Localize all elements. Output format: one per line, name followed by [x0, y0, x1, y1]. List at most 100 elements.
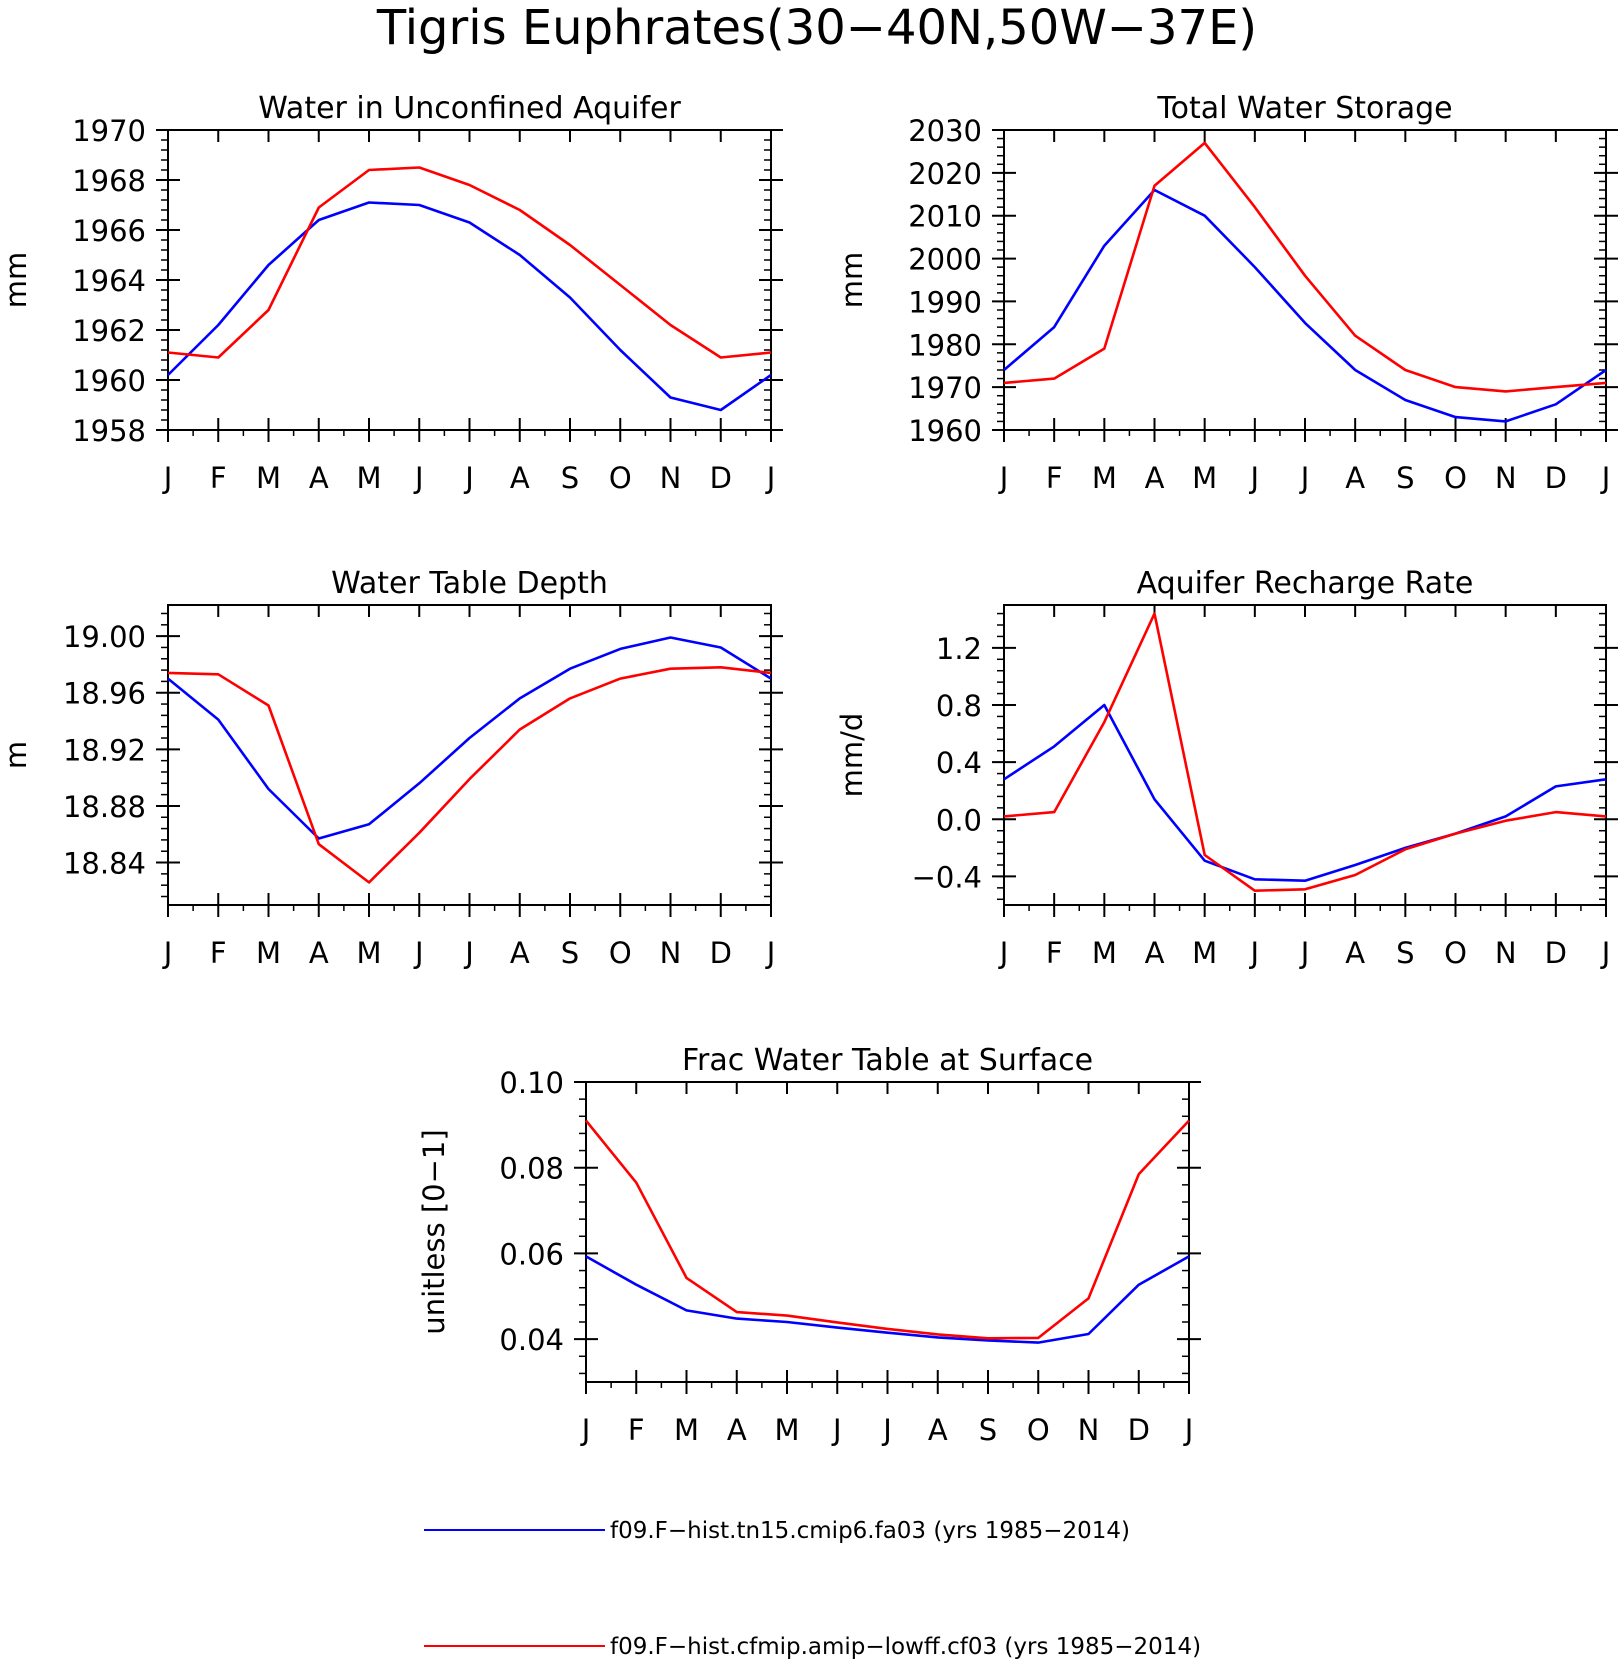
x-tick-label: S	[1396, 936, 1414, 970]
panel-title: Frac Water Table at Surface	[682, 1043, 1093, 1078]
x-tick-label: D	[710, 461, 732, 495]
x-tick-label: M	[356, 461, 381, 495]
x-tick-label: J	[1600, 461, 1611, 495]
legend-label-blue: f09.F−hist.tn15.cmip6.fa03 (yrs 1985−201…	[610, 1518, 1130, 1544]
x-tick-label: N	[1495, 936, 1517, 970]
x-tick-label: A	[510, 461, 530, 495]
x-tick-label: J	[413, 936, 424, 970]
x-tick-label: A	[309, 936, 329, 970]
panel-title: Water in Unconfined Aquifer	[258, 91, 681, 126]
x-tick-label: O	[1444, 936, 1467, 970]
x-tick-label: M	[356, 936, 381, 970]
x-tick-label: J	[765, 936, 776, 970]
x-tick-label: F	[628, 1413, 645, 1447]
x-tick-label: O	[609, 936, 632, 970]
x-tick-label: S	[561, 461, 579, 495]
x-tick-label: S	[561, 936, 579, 970]
y-tick-label: 0.4	[936, 746, 982, 780]
x-tick-label: S	[979, 1413, 997, 1447]
x-tick-label: A	[1145, 461, 1165, 495]
y-axis-label: unitless [0−1]	[417, 1129, 451, 1334]
x-tick-label: M	[1192, 461, 1217, 495]
y-tick-label: 1968	[72, 164, 146, 198]
y-tick-label: 2010	[908, 200, 982, 234]
y-tick-label: 1960	[72, 364, 146, 398]
x-tick-label: J	[1249, 461, 1260, 495]
x-tick-label: N	[1495, 461, 1517, 495]
x-tick-label: M	[1092, 461, 1117, 495]
y-tick-label: 19.00	[63, 620, 146, 654]
x-tick-label: F	[1046, 936, 1063, 970]
legend: f09.F−hist.tn15.cmip6.fa03 (yrs 1985−201…	[424, 1518, 1201, 1660]
series-line-red	[167, 166, 772, 359]
x-tick-label: F	[1046, 461, 1063, 495]
series-line-red	[584, 1119, 1190, 1340]
x-tick-label: A	[1345, 936, 1365, 970]
plot-frame	[167, 129, 772, 431]
x-tick-label: J	[463, 461, 474, 495]
x-tick-label: A	[510, 936, 530, 970]
x-tick-label: J	[765, 461, 776, 495]
y-tick-label: 0.04	[499, 1323, 564, 1357]
x-tick-label: M	[1092, 936, 1117, 970]
x-tick-label: M	[256, 936, 281, 970]
panel-title: Aquifer Recharge Rate	[1137, 566, 1474, 601]
plot-frame	[585, 1081, 1190, 1383]
x-tick-label: A	[928, 1413, 948, 1447]
x-tick-label: J	[1249, 936, 1260, 970]
x-tick-label: A	[727, 1413, 747, 1447]
x-tick-label: J	[162, 461, 173, 495]
y-tick-label: 2030	[908, 114, 982, 148]
plot-frame	[167, 604, 772, 906]
x-tick-label: A	[1345, 461, 1365, 495]
x-tick-label: M	[674, 1413, 699, 1447]
y-tick-label: 0.10	[499, 1066, 564, 1100]
x-tick-label: F	[210, 936, 227, 970]
y-tick-label: 1966	[72, 214, 146, 248]
x-tick-label: F	[210, 461, 227, 495]
series-line-red	[1003, 141, 1607, 393]
y-tick-label: 18.96	[63, 677, 146, 711]
x-tick-label: J	[162, 936, 173, 970]
x-tick-label: O	[1444, 461, 1467, 495]
y-tick-label: 1970	[72, 114, 146, 148]
y-tick-label: 18.92	[63, 733, 146, 767]
y-tick-label: 1958	[72, 414, 146, 448]
x-tick-label: D	[710, 936, 732, 970]
x-tick-label: N	[660, 936, 682, 970]
x-tick-label: J	[831, 1413, 842, 1447]
y-tick-label: 1990	[908, 285, 982, 319]
panel-5: Frac Water Table at Surface unitless [0−1…	[417, 1043, 1201, 1447]
series-line-blue	[585, 1255, 1190, 1344]
figure-title: Tigris Euphrates(30−40N,50W−37E)	[376, 0, 1257, 56]
x-tick-label: N	[660, 461, 682, 495]
x-tick-label: D	[1545, 461, 1567, 495]
x-tick-label: N	[1078, 1413, 1100, 1447]
y-tick-label: 0.08	[499, 1152, 564, 1186]
x-tick-label: M	[256, 461, 281, 495]
series-line-red	[167, 665, 772, 884]
y-tick-label: 0.8	[936, 689, 982, 723]
x-tick-label: J	[463, 936, 474, 970]
x-tick-label: O	[1027, 1413, 1050, 1447]
x-tick-label: J	[998, 936, 1009, 970]
series-line-blue	[167, 636, 772, 840]
y-tick-label: 18.84	[63, 847, 146, 881]
x-tick-label: J	[1183, 1413, 1194, 1447]
y-tick-label: 1970	[908, 371, 982, 405]
panel-title: Total Water Storage	[1156, 91, 1452, 126]
y-axis-label: m	[0, 741, 33, 769]
x-tick-label: J	[881, 1413, 892, 1447]
series-line-blue	[1003, 188, 1607, 423]
x-tick-label: A	[309, 461, 329, 495]
x-tick-label: J	[580, 1413, 591, 1447]
x-tick-label: S	[1396, 461, 1414, 495]
y-tick-label: 0.06	[499, 1237, 564, 1271]
y-tick-label: 1960	[908, 414, 982, 448]
